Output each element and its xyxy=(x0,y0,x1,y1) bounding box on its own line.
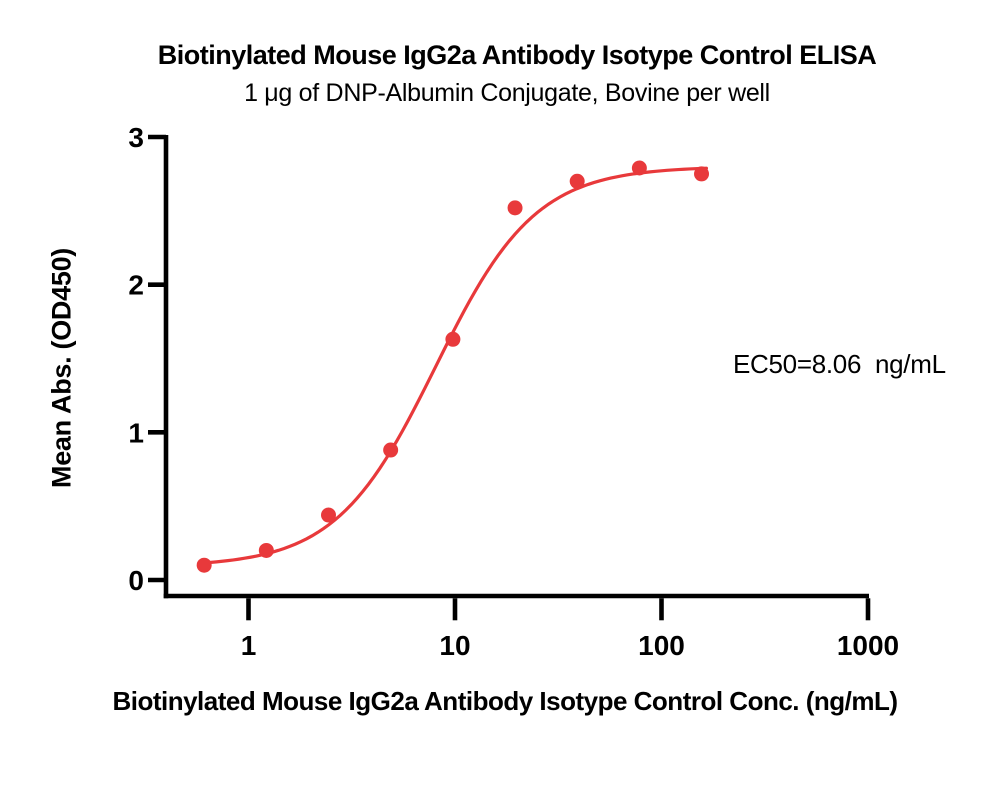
x-tick-label: 10 xyxy=(439,630,470,661)
data-point xyxy=(569,173,585,189)
y-tick-label: 3 xyxy=(128,122,144,153)
data-point xyxy=(258,542,274,558)
data-point xyxy=(631,160,647,176)
chart-subtitle: 1 μg of DNP-Albumin Conjugate, Bovine pe… xyxy=(244,79,770,107)
fit-curve xyxy=(198,166,709,565)
data-point xyxy=(507,200,523,216)
y-tick-label: 0 xyxy=(128,565,144,596)
ec50-annotation: EC50=8.06 ng/mL xyxy=(733,349,946,379)
data-point xyxy=(196,557,212,573)
data-point xyxy=(445,331,461,347)
data-point xyxy=(694,166,710,182)
chart-title: Biotinylated Mouse IgG2a Antibody Isotyp… xyxy=(157,40,877,70)
data-point xyxy=(321,507,336,523)
data-point xyxy=(383,442,399,458)
x-tick-label: 100 xyxy=(638,630,685,661)
y-tick-label: 2 xyxy=(128,270,144,301)
x-tick-label: 1 xyxy=(241,630,257,661)
y-tick-label: 1 xyxy=(128,417,144,448)
x-axis-label: Biotinylated Mouse IgG2a Antibody Isotyp… xyxy=(112,686,898,716)
x-tick-label: 1000 xyxy=(837,630,899,661)
